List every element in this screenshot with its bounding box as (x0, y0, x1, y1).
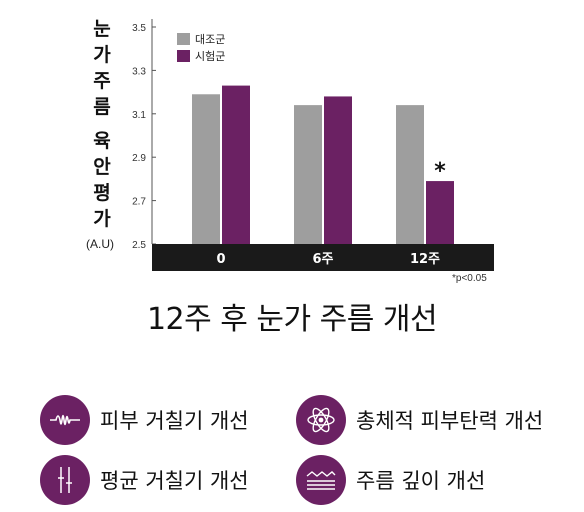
feature-label: 피부 거칠기 개선 (100, 409, 249, 433)
bar-control (192, 94, 220, 245)
y-axis-label-char: 가 (93, 44, 111, 66)
y-tick-label: 2.7 (132, 197, 146, 208)
legend-label: 시험군 (195, 50, 225, 63)
feature-item-wrinkle-depth: 주름 깊이 개선 (296, 455, 485, 505)
y-axis-unit: (A.U) (86, 237, 114, 251)
bar-test (426, 181, 454, 244)
y-axis-label-char: 눈 (93, 18, 111, 40)
feature-label: 총체적 피부탄력 개선 (356, 409, 544, 433)
bar-test (324, 96, 352, 244)
headline: 12주 후 눈가 주름 개선 (146, 302, 438, 337)
y-axis-label-char: 평 (93, 182, 111, 204)
feature-item-elasticity: 총체적 피부탄력 개선 (296, 395, 543, 445)
bar-test (222, 85, 250, 244)
wrinkle-layer-icon (296, 455, 346, 505)
line-gauge-icon (40, 455, 90, 505)
y-tick-label: 3.3 (132, 66, 146, 77)
bar-control (396, 105, 424, 245)
significance-footnote: *p<0.05 (452, 273, 487, 284)
x-tick-label: 0 (216, 252, 225, 267)
legend-swatch (177, 33, 190, 45)
y-axis-label-char: 주 (93, 70, 111, 92)
y-axis-label-char: 름 (93, 96, 111, 118)
x-tick-label: 12주 (410, 252, 440, 267)
legend-swatch (177, 50, 190, 62)
x-axis-band (152, 244, 494, 271)
y-axis-label-char: 가 (93, 208, 111, 230)
wave-icon (40, 395, 90, 445)
feature-item-roughness: 피부 거칠기 개선 (40, 395, 249, 445)
y-tick-label: 2.9 (132, 153, 146, 164)
feature-label: 주름 깊이 개선 (356, 469, 486, 493)
x-tick-label: 6주 (312, 252, 333, 267)
y-tick-label: 3.1 (132, 110, 146, 121)
atom-icon (296, 395, 346, 445)
y-axis-label-char: 육 (93, 130, 111, 152)
feature-label: 평균 거칠기 개선 (100, 469, 249, 493)
y-tick-label: 3.5 (132, 23, 146, 34)
feature-item-avg-roughness: 평균 거칠기 개선 (40, 455, 249, 505)
y-tick-label: 2.5 (132, 240, 146, 251)
legend-label: 대조군 (195, 33, 225, 46)
bar-control (294, 105, 322, 245)
significance-marker: * (434, 159, 446, 184)
y-axis-label-char: 안 (93, 156, 111, 178)
